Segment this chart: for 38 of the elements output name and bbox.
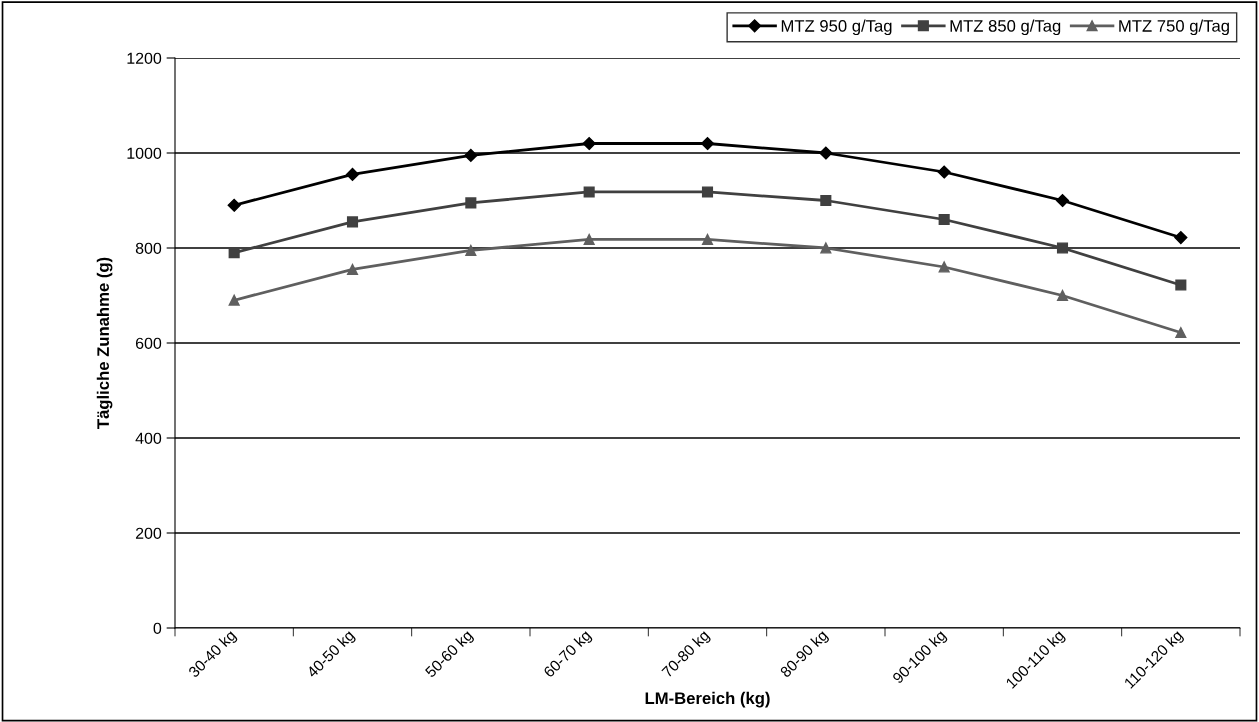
point [346,263,359,275]
y-axis-title: Tägliche Zunahme (g) [96,257,113,429]
point [1175,326,1187,339]
y-tick-label: 1200 [127,52,162,64]
y-tick-label: 800 [135,242,162,254]
point [819,146,833,160]
legend-label: MTZ 950 g/Tag [781,19,892,36]
y-tick-label: 200 [135,527,162,539]
point [937,165,951,179]
x-axis-title: LM-Bereich (kg) [645,691,770,708]
point [465,244,477,256]
point [1056,242,1069,254]
point [227,198,241,212]
y-tick-label: 0 [153,622,162,634]
legend-label: MTZ 750 g/Tag [1119,19,1229,36]
legend-label: MTZ 850 g/Tag [950,19,1061,36]
point [938,261,950,273]
point [1055,193,1070,208]
point [464,148,478,162]
point [582,136,596,151]
point [228,294,240,306]
point [583,233,595,246]
point [1174,230,1188,245]
y-tick-label: 600 [135,337,162,349]
point [345,167,360,181]
y-tick-label: 400 [135,432,162,444]
point [583,186,595,198]
point [820,242,832,254]
point [820,194,832,207]
point [346,216,359,228]
point [701,186,714,198]
point [700,136,715,151]
point [701,233,714,246]
point [1175,279,1187,291]
point [465,197,477,209]
point [1056,289,1069,302]
point [938,213,950,226]
y-tick-label: 1000 [127,147,162,159]
